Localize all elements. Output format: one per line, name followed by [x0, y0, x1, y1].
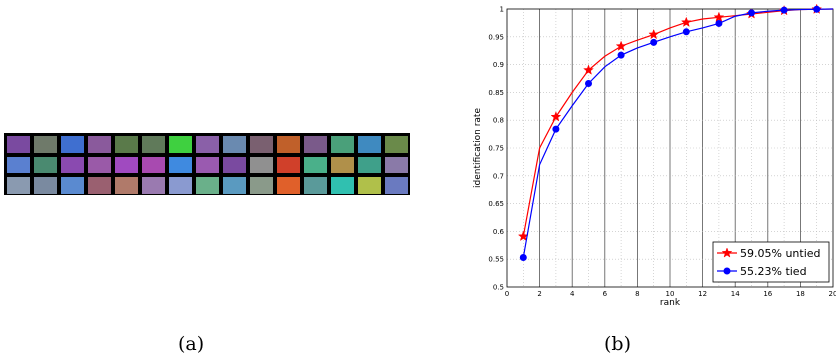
y-tick-label: 0.8: [493, 117, 504, 125]
y-tick-label: 1: [500, 6, 504, 14]
data-point-circle: [748, 9, 755, 17]
legend-label: 59.05% untied: [740, 247, 821, 260]
x-tick-label: 12: [698, 290, 707, 298]
x-tick-label: 10: [666, 290, 675, 298]
x-tick-label: 20: [829, 290, 836, 298]
image-patch: [304, 177, 327, 194]
image-patch: [223, 156, 246, 173]
image-patch: [34, 156, 57, 173]
image-patch: [358, 156, 381, 173]
legend-marker-circle: [723, 267, 731, 275]
x-tick-label: 4: [570, 290, 575, 298]
data-point-circle: [585, 80, 592, 88]
image-patch: [34, 136, 57, 153]
x-tick-label: 18: [796, 290, 805, 298]
y-tick-label: 0.95: [488, 33, 504, 41]
y-tick-label: 0.7: [493, 172, 504, 180]
image-patch: [61, 136, 84, 153]
caption-b: (b): [604, 333, 631, 355]
image-patch: [115, 136, 138, 153]
image-patch: [169, 156, 192, 173]
image-patch: [385, 177, 408, 194]
image-patch: [142, 177, 165, 194]
y-tick-label: 0.6: [493, 228, 505, 236]
image-patch: [115, 156, 138, 173]
data-point-circle: [650, 38, 658, 46]
x-tick-label: 0: [505, 290, 509, 298]
image-patch: [331, 156, 354, 173]
x-axis-label: rank: [660, 298, 681, 308]
image-patch: [358, 177, 381, 194]
identification-rate-chart: 0 2 4 6 8 10 12 14 16 18 20 0.5 0.55 0.6 0.65 0.7 0.75 0.…: [473, 3, 836, 308]
image-patch: [304, 156, 327, 173]
data-point-star: [583, 64, 594, 75]
image-patch: [88, 136, 111, 153]
image-patch: [277, 177, 300, 194]
image-patch: [7, 177, 30, 194]
data-point-star: [550, 111, 562, 122]
y-tick-label: 0.9: [493, 61, 504, 69]
legend-box: [712, 241, 830, 283]
image-patch: [142, 156, 165, 173]
image-patch: [196, 156, 219, 173]
data-point-circle: [780, 6, 788, 14]
y-tick-label: 0.85: [488, 89, 504, 97]
image-patch: [250, 136, 273, 153]
image-patch: [88, 177, 111, 194]
image-patch: [358, 136, 381, 153]
image-patch: [385, 156, 408, 173]
image-patch-grid: [4, 133, 410, 195]
image-patch: [169, 177, 192, 194]
legend-label: 55.23% tied: [740, 265, 807, 278]
image-patch: [7, 156, 30, 173]
x-tick-label: 2: [537, 290, 541, 298]
data-point-circle: [813, 5, 821, 13]
x-tick-label: 14: [731, 290, 740, 298]
image-patch: [61, 177, 84, 194]
x-tick-label: 6: [603, 290, 608, 298]
legend-marker-star: [721, 247, 733, 258]
data-point-circle: [552, 125, 560, 133]
image-patch: [304, 136, 327, 153]
data-point-star: [713, 11, 725, 22]
y-tick-label: 0.55: [488, 256, 504, 264]
image-patch: [223, 136, 246, 153]
data-point-star: [615, 40, 627, 51]
x-tick-label: 16: [763, 290, 772, 298]
image-patch: [250, 177, 273, 194]
data-point-circle: [682, 28, 690, 36]
image-patch: [169, 136, 192, 153]
x-tick-label: 8: [635, 290, 639, 298]
image-patch: [250, 156, 273, 173]
y-tick-label: 0.65: [488, 200, 504, 208]
data-point-star: [648, 28, 660, 40]
image-patch: [277, 156, 300, 173]
image-patch: [196, 177, 219, 194]
image-patch: [331, 177, 354, 194]
y-axis-label: identification rate: [473, 108, 483, 188]
image-patch: [223, 177, 246, 194]
image-patch: [7, 136, 30, 153]
data-point-circle: [519, 254, 527, 262]
image-patch: [196, 136, 219, 153]
caption-a: (a): [178, 333, 205, 355]
y-tick-label: 0.5: [493, 284, 504, 292]
image-patch: [277, 136, 300, 153]
data-point-circle: [617, 51, 625, 59]
data-point-circle: [715, 19, 723, 27]
image-patch: [88, 156, 111, 173]
image-patch: [61, 156, 84, 173]
image-patch: [115, 177, 138, 194]
image-patch: [331, 136, 354, 153]
axes-box: [506, 8, 834, 288]
image-patch: [142, 136, 165, 153]
image-patch: [34, 177, 57, 194]
y-tick-label: 0.75: [488, 145, 504, 153]
image-patch: [385, 136, 408, 153]
data-point-star: [680, 16, 692, 27]
